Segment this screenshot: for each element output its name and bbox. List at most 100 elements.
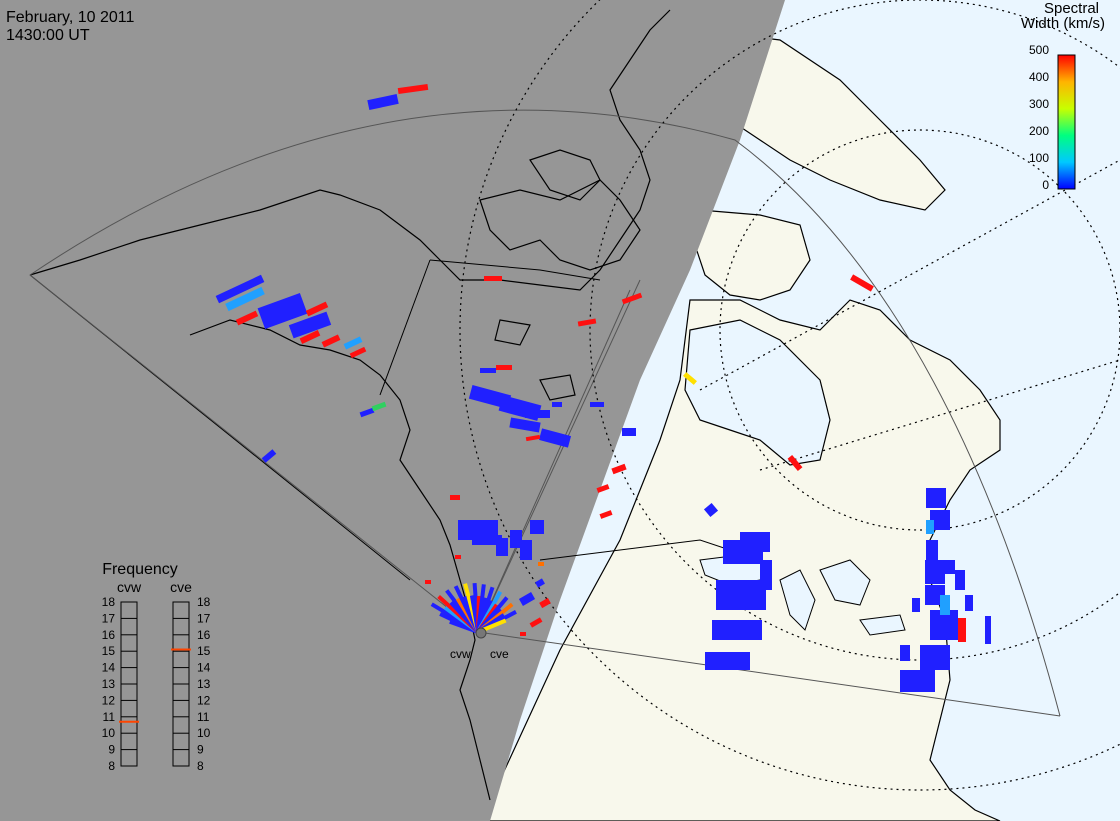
- baffin-island: [694, 209, 811, 301]
- frequency-tick-label: 15: [197, 644, 211, 658]
- scatter-cell: [900, 670, 935, 692]
- scatter-cells: [215, 83, 991, 692]
- frequency-tick-label: 17: [197, 611, 211, 625]
- frequency-tick-label: 8: [108, 759, 115, 773]
- scatter-cell: [683, 372, 697, 385]
- night-side: [0, 0, 785, 821]
- scatter-cell: [712, 620, 762, 640]
- scatter-cell: [518, 592, 536, 606]
- frequency-tick-label: 9: [108, 743, 115, 757]
- scatter-cell: [926, 540, 938, 560]
- scatter-cell: [955, 570, 965, 590]
- scatter-cell: [538, 562, 544, 566]
- scatter-cell: [530, 520, 544, 534]
- scatter-cell: [510, 530, 522, 548]
- scatter-cell: [472, 535, 502, 545]
- scatter-cell: [261, 449, 277, 463]
- scatter-cell: [343, 336, 363, 350]
- scatter-cell: [985, 616, 991, 644]
- scatter-cell: [577, 318, 597, 327]
- scatter-cell: [596, 484, 610, 493]
- frequency-tick-label: 18: [197, 595, 211, 609]
- frequency-tick-label: 9: [197, 743, 204, 757]
- scatter-cell: [397, 83, 429, 95]
- scatter-cell: [740, 532, 770, 552]
- radar-label-cvw: cvw: [450, 647, 471, 661]
- frequency-tick-label: 16: [197, 628, 211, 642]
- scatter-cell: [850, 274, 874, 292]
- scatter-cell: [288, 311, 332, 339]
- scatter-cell: [622, 428, 636, 436]
- frequency-tick-label: 10: [102, 726, 116, 740]
- scatter-cell: [525, 434, 541, 442]
- scatter-cell: [520, 540, 532, 560]
- scatter-cell: [920, 645, 950, 670]
- frequency-tick-label: 13: [102, 677, 116, 691]
- frequency-tick-label: 17: [102, 611, 116, 625]
- scatter-cell: [900, 645, 910, 661]
- scatter-cell: [611, 463, 627, 475]
- scatter-cell: [930, 510, 950, 530]
- colorbar-title-1: Spectral: [1044, 0, 1099, 17]
- scatter-cell: [552, 402, 562, 407]
- frequency-tick-label: 14: [197, 661, 211, 675]
- scatter-cell: [367, 93, 399, 111]
- radar-label-cve: cve: [490, 647, 509, 661]
- scatter-cell: [225, 286, 265, 312]
- frequency-tick-label: 10: [197, 726, 211, 740]
- colorbar: Spectral Width (km/s) 500 400 300 200 10…: [1021, 0, 1105, 192]
- frequency-tick-label: 11: [103, 710, 116, 724]
- fov-outline: [29, 109, 1061, 717]
- cb-tick-0: 0: [1042, 178, 1049, 192]
- colorbar-title-2: Width (km/s): [1021, 15, 1105, 32]
- scatter-cell: [535, 578, 545, 588]
- scatter-cell: [705, 652, 750, 670]
- scatter-cell: [450, 495, 460, 500]
- frequency-tick-label: 15: [102, 644, 116, 658]
- scatter-cell: [299, 330, 321, 344]
- scatter-cell: [945, 560, 955, 574]
- scatter-cell: [509, 417, 541, 433]
- scatter-cell: [965, 595, 973, 611]
- frequency-panel: Frequency cvw cve 18 18 17 17 16 16 15 15 14 14 13…: [102, 561, 211, 773]
- frequency-tick-label: 12: [102, 693, 116, 707]
- scatter-cell: [958, 618, 966, 642]
- time-label: 1430:00 UT: [6, 27, 90, 44]
- cb-tick-400: 400: [1029, 70, 1049, 84]
- frequency-tick-label: 14: [102, 661, 116, 675]
- scatter-cell: [359, 407, 375, 418]
- scatter-cell: [912, 598, 920, 612]
- scatter-cell: [525, 410, 550, 418]
- frequency-title: Frequency: [102, 561, 178, 578]
- scatter-cell: [538, 428, 572, 448]
- scatter-cell: [480, 368, 496, 373]
- scatter-cell: [926, 520, 934, 534]
- scatter-cell: [321, 334, 341, 348]
- scatter-cell: [496, 365, 512, 370]
- frequency-tick-label: 18: [102, 595, 116, 609]
- scatter-cell: [484, 276, 502, 281]
- freq-radar-cvw: cvw: [117, 579, 142, 595]
- radar-site-marker: [475, 627, 487, 639]
- frequency-tick-label: 11: [197, 710, 210, 724]
- frequency-tick-label: 13: [197, 677, 211, 691]
- cb-tick-200: 200: [1029, 124, 1049, 138]
- scatter-cell: [590, 402, 604, 407]
- scatter-cell: [305, 301, 329, 317]
- frequency-tick-label: 8: [197, 759, 204, 773]
- scatter-cell: [468, 385, 512, 409]
- scatter-cell: [621, 292, 643, 305]
- scatter-cell: [925, 560, 945, 584]
- scatter-cell: [455, 555, 461, 559]
- cb-tick-500: 500: [1029, 43, 1049, 57]
- scatter-cell: [703, 502, 719, 518]
- scatter-cell: [529, 617, 543, 628]
- scatter-cell: [940, 595, 950, 615]
- colorbar-gradient: [1057, 54, 1076, 190]
- scatter-cell: [235, 310, 259, 326]
- scatter-cell: [257, 292, 308, 330]
- scatter-cell: [496, 538, 508, 556]
- scatter-cell: [599, 510, 613, 519]
